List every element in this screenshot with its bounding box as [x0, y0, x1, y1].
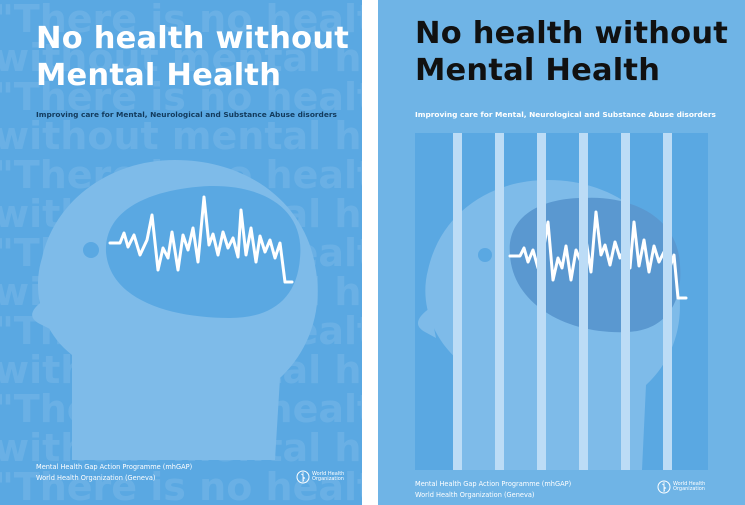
bar — [621, 133, 630, 470]
footer-line: World Health Organization (Geneva) — [36, 474, 156, 482]
bar — [453, 133, 462, 470]
prison-bars — [453, 133, 672, 470]
bar — [495, 133, 504, 470]
who-logo: World Health Organization — [657, 480, 705, 494]
who-logo-text: World Health Organization — [673, 480, 706, 493]
title-line: No health without — [415, 16, 729, 51]
eye-dot — [478, 248, 492, 262]
logo-line: World Health — [312, 470, 345, 477]
logo-line: Organization — [312, 476, 344, 482]
title-line: Mental Health — [36, 58, 282, 93]
poster-footer: Mental Health Gap Action Programme (mhGA… — [415, 479, 571, 501]
head-illustration — [32, 160, 318, 460]
jailed-head-illustration — [415, 133, 708, 470]
who-logo-text: World Health Organization — [312, 470, 345, 483]
eye-dot — [83, 242, 99, 258]
logo-line: Organization — [673, 486, 705, 492]
bar — [537, 133, 546, 470]
title-line: No health without — [36, 21, 350, 56]
poster-right: No health without Mental Health Improvin… — [378, 0, 745, 505]
pulse-line — [108, 195, 294, 284]
who-emblem-icon — [296, 470, 310, 484]
nose-shape — [417, 308, 436, 338]
footer-line: World Health Organization (Geneva) — [415, 491, 535, 499]
poster-subtitle: Improving care for Mental, Neurological … — [415, 110, 716, 119]
who-emblem-icon — [657, 480, 671, 494]
logo-line: World Health — [673, 480, 706, 487]
footer-line: Mental Health Gap Action Programme (mhGA… — [415, 480, 572, 488]
poster-title: No health without Mental Health — [415, 15, 728, 89]
footer-line: Mental Health Gap Action Programme (mhGA… — [36, 463, 193, 471]
nose-shape — [32, 300, 52, 330]
bar — [579, 133, 588, 470]
poster-footer: Mental Health Gap Action Programme (mhGA… — [36, 462, 192, 484]
poster-left: "There is no health without mental healt… — [0, 0, 362, 505]
bar — [663, 133, 672, 470]
who-logo: World Health Organization — [296, 470, 344, 484]
brain-shape — [509, 197, 681, 333]
poster-subtitle: Improving care for Mental, Neurological … — [36, 110, 337, 119]
title-line: Mental Health — [415, 53, 661, 88]
poster-title: No health without Mental Health — [36, 20, 349, 94]
brain-region — [105, 185, 301, 318]
